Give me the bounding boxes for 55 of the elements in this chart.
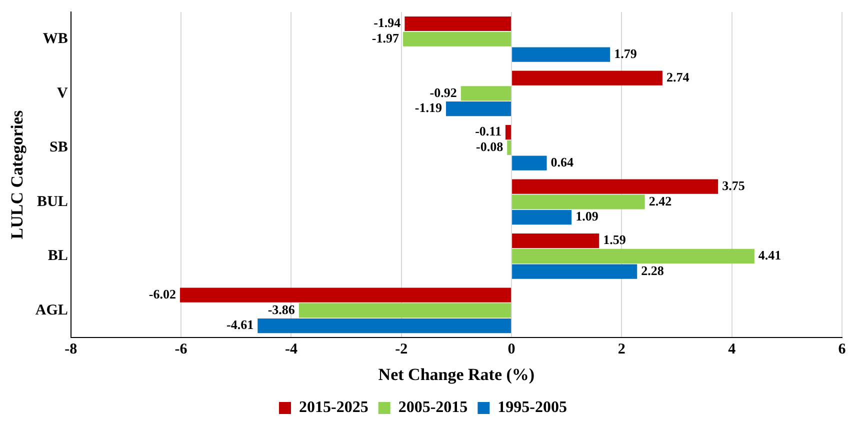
y-tick-label: V [57, 85, 68, 102]
bar [403, 32, 512, 46]
bar [512, 264, 638, 279]
bar [446, 101, 512, 116]
data-label: -0.11 [475, 124, 502, 139]
data-label: 1.09 [576, 208, 599, 224]
x-tick-label: -8 [64, 341, 78, 358]
legend-label: 1995-2005 [498, 399, 567, 416]
data-label: 1.59 [603, 232, 626, 248]
data-label: 2.42 [648, 193, 672, 208]
data-label: -1.94 [374, 15, 402, 30]
bar [505, 124, 512, 140]
bar [404, 16, 512, 32]
y-tick-label: BUL [37, 194, 68, 210]
x-tick-label: 6 [838, 341, 846, 358]
bar [512, 234, 600, 248]
data-label: 4.41 [758, 248, 782, 263]
data-label: -1.19 [414, 100, 442, 116]
y-axis-title: LULC Categories [8, 110, 27, 240]
x-tick-label: 0 [508, 341, 516, 358]
x-tick-label: 2 [618, 341, 626, 358]
data-label: 3.75 [722, 178, 746, 193]
y-tick-label: SB [50, 140, 68, 156]
data-label: -4.61 [226, 317, 254, 332]
data-label: 2.28 [641, 262, 664, 278]
bar [512, 179, 718, 194]
bar [512, 156, 547, 170]
data-label: -1.97 [372, 30, 400, 46]
x-tick-label: -2 [395, 341, 408, 358]
data-label: -6.02 [148, 286, 176, 302]
y-tick-label: AGL [35, 302, 68, 318]
bar [298, 303, 512, 318]
y-tick-label: BL [48, 248, 68, 264]
legend-label: 2015-2025 [299, 399, 368, 416]
bar [258, 318, 512, 334]
data-label: -0.92 [430, 84, 457, 100]
data-label: 0.64 [550, 154, 574, 170]
x-tick-label: -6 [174, 341, 188, 358]
bar [512, 194, 645, 210]
bar [512, 47, 610, 62]
data-label: 1.79 [614, 46, 638, 61]
x-tick-label: 4 [728, 341, 736, 358]
data-label: -3.86 [268, 302, 296, 317]
bar [460, 86, 512, 101]
data-label: 2.74 [666, 69, 690, 84]
bar [507, 140, 512, 155]
x-axis-title: Net Change Rate (%) [378, 365, 535, 384]
x-tick-label: -4 [284, 341, 298, 358]
bar [512, 210, 572, 225]
bar [180, 288, 512, 302]
data-label: -0.08 [476, 139, 504, 154]
bar [512, 70, 662, 86]
legend-label: 2005-2015 [398, 399, 468, 416]
y-tick-label: WB [42, 31, 68, 48]
bar [512, 248, 754, 264]
